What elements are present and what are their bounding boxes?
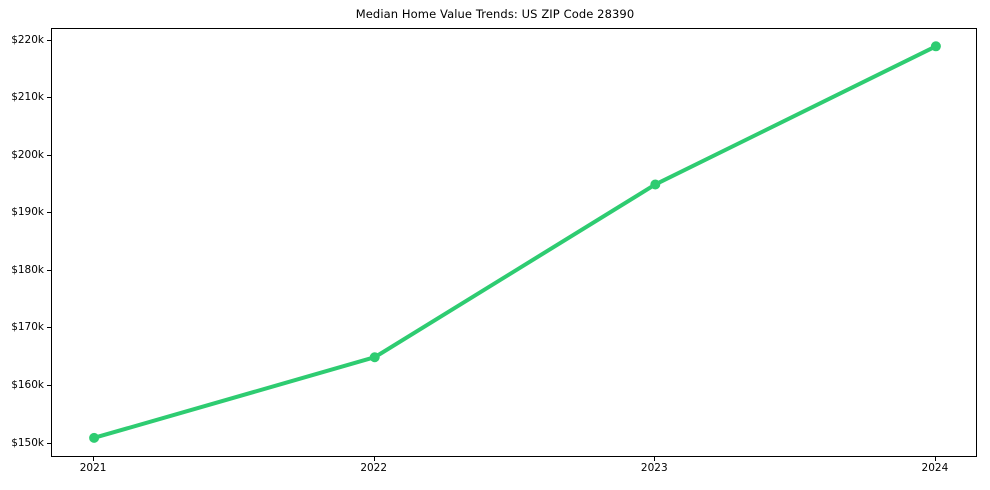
x-axis-tick-mark	[935, 457, 936, 461]
plot-inner	[52, 29, 976, 456]
x-axis-tick-label: 2022	[360, 462, 388, 474]
x-axis-tick-mark	[654, 457, 655, 461]
y-axis-tick-label: $150k	[11, 436, 44, 449]
series-markers	[89, 41, 941, 443]
x-axis-tick-label: 2021	[79, 462, 107, 474]
x-axis-tick-label: 2024	[921, 462, 949, 474]
y-axis-tick-label: $200k	[11, 148, 44, 161]
y-axis-tick-mark	[47, 155, 51, 156]
chart-title: Median Home Value Trends: US ZIP Code 28…	[355, 7, 635, 21]
y-axis-tick-mark	[47, 385, 51, 386]
y-axis-tick-label: $220k	[11, 33, 44, 46]
x-axis-tick-mark	[374, 457, 375, 461]
line-series-median-home-value	[89, 41, 941, 443]
data-point-marker	[930, 41, 941, 52]
x-axis-tick-label: 2023	[640, 462, 668, 474]
y-axis-tick-label: $180k	[11, 263, 44, 276]
data-point-marker	[369, 352, 380, 363]
y-axis-tick-mark	[47, 327, 51, 328]
plot-area	[51, 28, 977, 457]
y-axis-tick-label: $160k	[11, 379, 44, 392]
x-axis-tick-mark	[93, 457, 94, 461]
y-axis-tick-mark	[47, 212, 51, 213]
y-axis-tick-mark	[47, 270, 51, 271]
y-axis: $150k $160k $170k $180k $190k $200k $210k $220k	[0, 0, 44, 490]
y-axis-tick-label: $190k	[11, 206, 44, 219]
data-point-marker	[650, 179, 661, 190]
data-point-marker	[89, 432, 100, 443]
y-axis-tick-label: $170k	[11, 321, 44, 334]
y-axis-tick-label: $210k	[11, 91, 44, 104]
y-axis-tick-mark	[47, 443, 51, 444]
y-axis-tick-mark	[47, 40, 51, 41]
series-line	[92, 44, 938, 440]
y-axis-tick-mark	[47, 97, 51, 98]
